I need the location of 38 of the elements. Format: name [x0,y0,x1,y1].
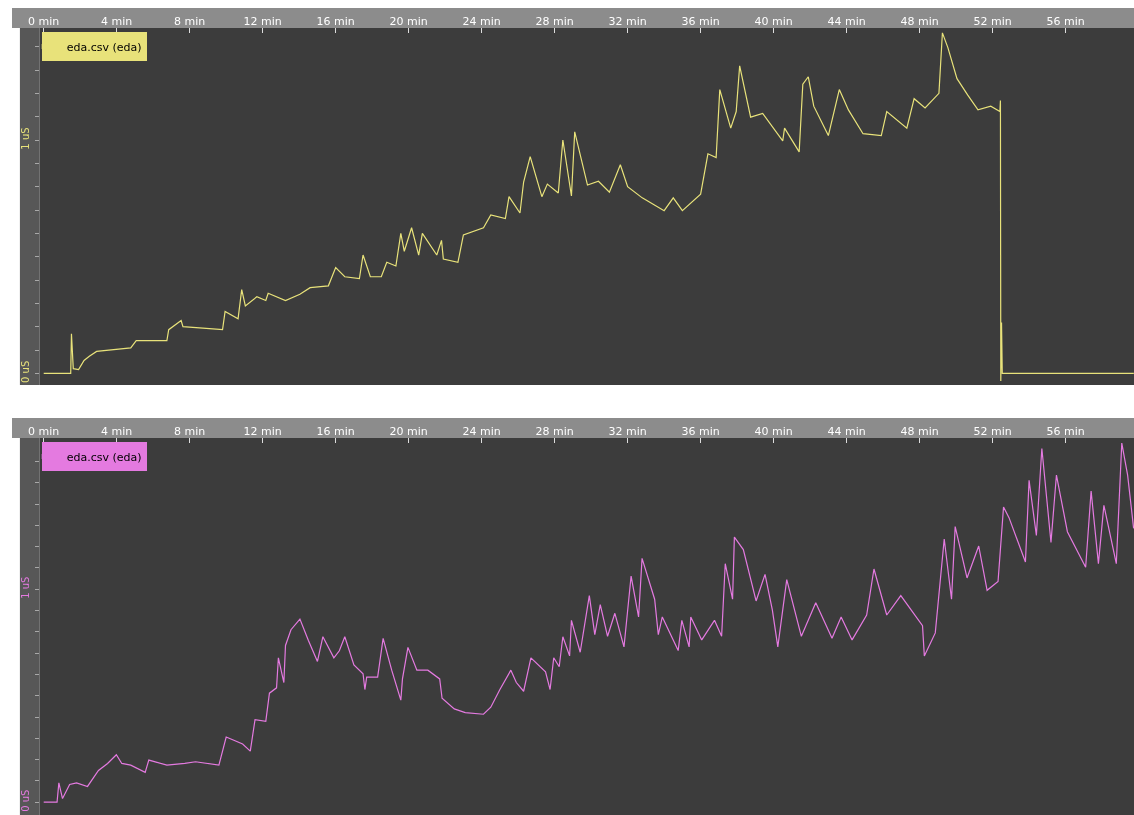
x-tick-label: 28 min [535,424,574,438]
x-tick-label: 12 min [243,424,282,438]
x-tick-label: 8 min [174,14,206,28]
legend-label: eda.csv (eda) [66,40,142,54]
x-tick-label: 32 min [608,424,647,438]
x-tick-label: 0 min [28,14,60,28]
x-tick-label: 44 min [827,424,866,438]
x-tick-label: 48 min [900,424,939,438]
line-series [43,442,1134,803]
x-tick-label: 32 min [608,14,647,28]
x-tick-label: 8 min [174,424,206,438]
y-tick-label: 0 uS [19,360,31,383]
y-tick-label: 0 uS [19,789,31,812]
x-tick-label: 20 min [389,14,428,28]
x-tick-label: 20 min [389,424,428,438]
x-tick-label: 48 min [900,14,939,28]
x-tick-label: 52 min [973,14,1012,28]
x-tick-label: 36 min [681,424,720,438]
x-tick-label: 52 min [973,424,1012,438]
x-tick-label: 24 min [462,14,501,28]
x-tick-label: 12 min [243,14,282,28]
x-tick-label: 56 min [1046,424,1085,438]
x-tick-label: 16 min [316,14,355,28]
legend-label: eda.csv (eda) [66,450,142,464]
x-tick-label: 44 min [827,14,866,28]
x-tick-label: 16 min [316,424,355,438]
line-series [43,32,1134,382]
y-tick-label: 1 uS [19,127,31,150]
x-tick-label: 36 min [681,14,720,28]
x-tick-label: 40 min [754,14,793,28]
x-tick-label: 24 min [462,424,501,438]
x-tick-label: 0 min [28,424,60,438]
x-tick-label: 56 min [1046,14,1085,28]
x-tick-label: 4 min [101,424,133,438]
x-tick-label: 40 min [754,424,793,438]
x-tick-label: 28 min [535,14,574,28]
x-tick-label: 4 min [101,14,133,28]
y-tick-label: 1 uS [19,576,31,599]
